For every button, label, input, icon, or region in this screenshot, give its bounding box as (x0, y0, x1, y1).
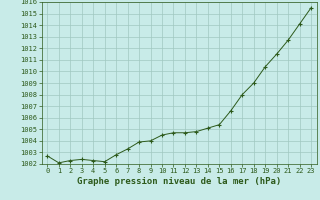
X-axis label: Graphe pression niveau de la mer (hPa): Graphe pression niveau de la mer (hPa) (77, 177, 281, 186)
